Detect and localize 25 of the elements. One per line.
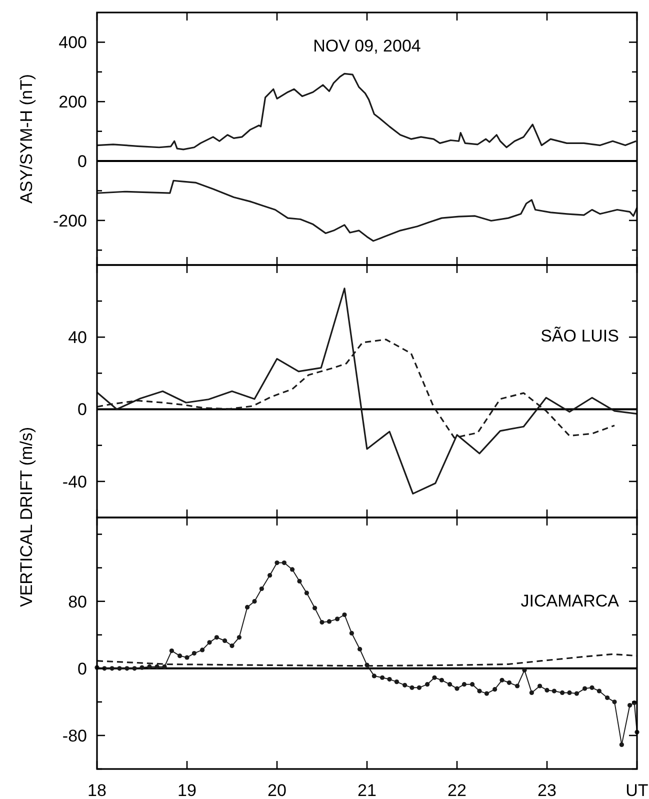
x-tick-label: 23 [538, 780, 556, 799]
x-tick-label: 21 [358, 780, 376, 799]
y-axis-title: VERTICAL DRIFT (m/s) [16, 426, 36, 608]
y-tick-label: -40 [62, 472, 87, 492]
y-tick-label: -200 [52, 211, 87, 230]
x-tick-label: 19 [178, 780, 196, 799]
line-series [96, 288, 638, 494]
x-tick-label: UT [626, 780, 648, 799]
line-series [96, 180, 638, 242]
text: NOV 09, 2004 [313, 36, 421, 56]
y-tick-label: -80 [62, 726, 87, 746]
text: SÃO LUIS [540, 326, 619, 346]
line-series [96, 72, 637, 150]
x-tick-label: 18 [88, 780, 106, 799]
y-tick-label: 0 [78, 400, 87, 420]
y-axis-title: ASY/SYM-H (nT) [16, 74, 36, 204]
text: JICAMARCA [520, 591, 620, 610]
y-tick-label: 0 [78, 152, 87, 171]
x-tick-label: 22 [448, 780, 466, 799]
y-tick-label: 200 [58, 92, 87, 112]
y-tick-label: 40 [68, 328, 87, 348]
x-tick-label: 20 [268, 780, 286, 799]
y-tick-label: 400 [58, 33, 87, 52]
y-tick-label: 0 [78, 659, 87, 678]
y-tick-label: 80 [68, 592, 87, 612]
